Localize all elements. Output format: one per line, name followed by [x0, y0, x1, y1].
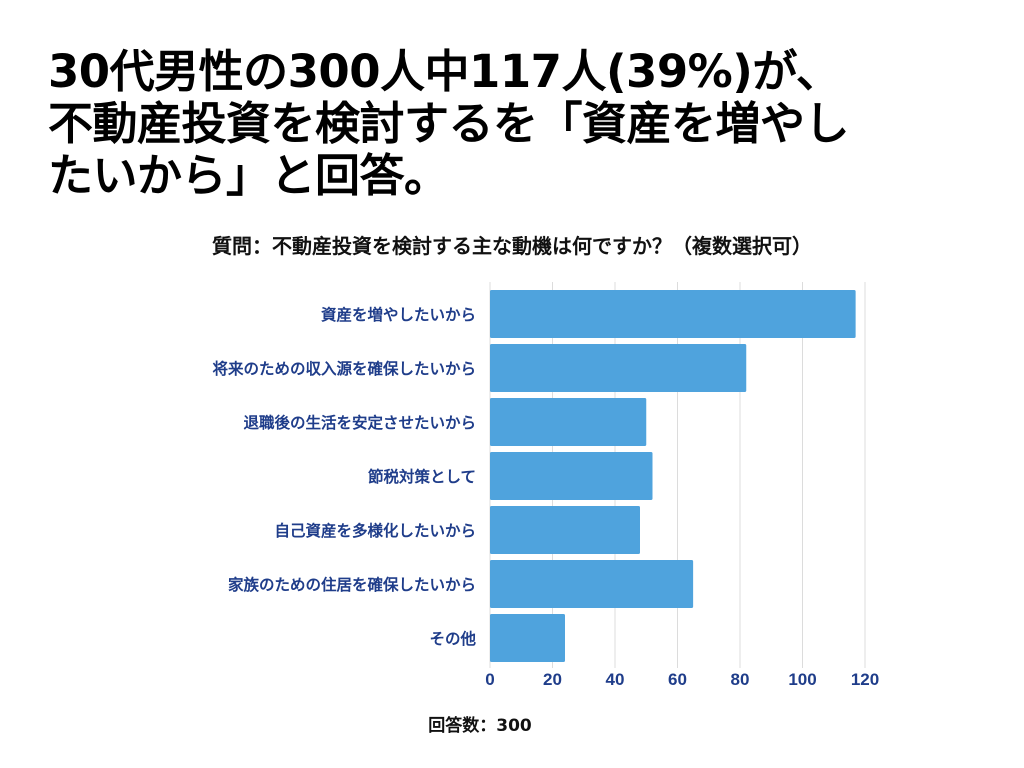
category-label: その他 [429, 629, 476, 648]
category-label: 家族のための住居を確保したいから [228, 575, 476, 594]
x-tick-label: 20 [543, 670, 562, 689]
chart-title: 質問：不動産投資を検討する主な動機は何ですか？（複数選択可） [212, 234, 812, 258]
headline-line-1: 30代男性の300人中117人(39%)が、 [48, 45, 841, 98]
headline: 30代男性の300人中117人(39%)が、 不動産投資を検討するを「資産を増や… [48, 46, 998, 202]
bar-1 [490, 290, 856, 338]
x-tick-label: 100 [788, 670, 816, 689]
bar-4 [490, 452, 653, 500]
category-labels: 資産を増やしたいから将来のための収入源を確保したいから退職後の生活を安定させたい… [212, 305, 476, 648]
x-axis-ticks: 0 20 40 60 80 100 120 [485, 670, 879, 689]
response-count: 回答数：300 [428, 716, 532, 736]
bar-3 [490, 398, 647, 446]
bar-2 [490, 344, 747, 392]
bar-6 [490, 560, 694, 608]
bar-chart: 資産を増やしたいから将来のための収入源を確保したいから退職後の生活を安定させたい… [212, 282, 879, 689]
x-tick-label: 40 [606, 670, 625, 689]
x-tick-label: 80 [731, 670, 750, 689]
bar-5 [490, 506, 640, 554]
category-label: 資産を増やしたいから [321, 305, 476, 324]
headline-line-2: 不動産投資を検討するを「資産を増やし [48, 97, 850, 150]
category-label: 自己資産を多様化したいから [274, 521, 476, 540]
x-tick-label: 0 [485, 670, 494, 689]
headline-line-3: たいから」と回答。 [48, 149, 449, 202]
x-tick-label: 60 [668, 670, 687, 689]
category-label: 将来のための収入源を確保したいから [212, 359, 476, 378]
bar-7 [490, 614, 565, 662]
category-label: 節税対策として [368, 467, 476, 486]
category-label: 退職後の生活を安定させたいから [243, 413, 476, 432]
x-tick-label: 120 [851, 670, 879, 689]
bars [490, 290, 856, 662]
